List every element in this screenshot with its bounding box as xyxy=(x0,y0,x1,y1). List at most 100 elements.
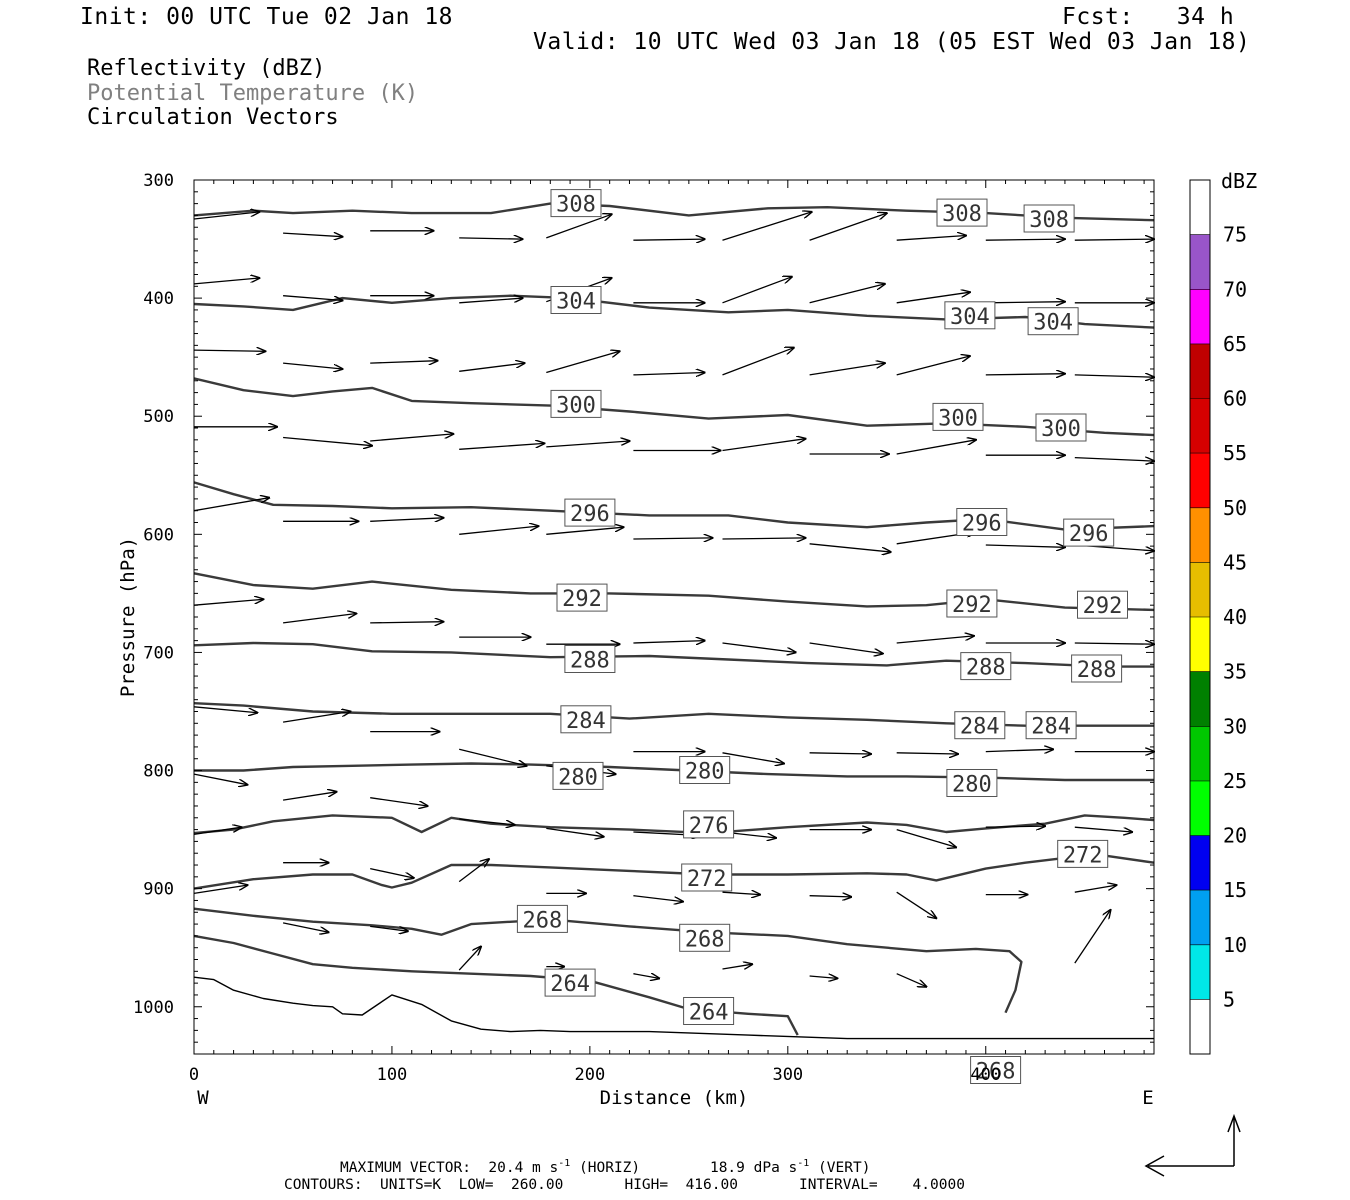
colorbar-label: 65 xyxy=(1223,332,1247,356)
circulation-vector xyxy=(370,797,427,806)
circulation-vector xyxy=(896,440,976,455)
circulation-vector xyxy=(459,363,524,372)
theta-contour-272 xyxy=(193,854,1155,890)
contour-label: 268 xyxy=(970,1056,1022,1085)
contour-label: 292 xyxy=(946,589,998,618)
circulation-vector xyxy=(985,545,1065,547)
circulation-vector xyxy=(722,277,792,304)
contour-label: 308 xyxy=(936,198,988,227)
x-left-end-label: W xyxy=(197,1087,209,1109)
contour-label-text: 288 xyxy=(570,649,610,674)
forecast-hour: Fcst: 34 h xyxy=(1062,4,1235,30)
contour-label-text: 284 xyxy=(1031,715,1071,740)
contour-label-text: 308 xyxy=(1029,208,1069,233)
theta-contour-292 xyxy=(193,572,1155,612)
circulation-vector xyxy=(370,361,437,363)
circulation-vector xyxy=(546,351,619,374)
circulation-vector xyxy=(546,214,611,239)
circulation-vector xyxy=(459,818,515,825)
circulation-vector xyxy=(283,614,356,624)
legend-reflectivity: Reflectivity (dBZ) xyxy=(87,56,326,81)
contour-label-text: 284 xyxy=(566,709,606,734)
circulation-vector xyxy=(896,973,927,987)
colorbar-label: 10 xyxy=(1223,933,1247,957)
contour-label-text: 280 xyxy=(685,760,725,785)
contour-label-text: 296 xyxy=(570,502,610,527)
colorbar-label: 60 xyxy=(1223,387,1247,411)
x-tick-label: 300 xyxy=(772,1065,803,1085)
contour-label-text: 288 xyxy=(1077,658,1117,683)
contour-label: 268 xyxy=(679,923,731,952)
contour-label: 292 xyxy=(556,583,608,612)
colorbar-cell xyxy=(1190,562,1210,617)
contour-label-text: 268 xyxy=(685,927,725,952)
x-right-end-label: E xyxy=(1142,1087,1153,1109)
circulation-vector xyxy=(1074,643,1154,644)
theta-contour-280 xyxy=(194,762,1154,782)
circulation-vector xyxy=(1074,239,1154,240)
contour-label-text: 272 xyxy=(687,867,727,892)
contour-label-text: 268 xyxy=(523,908,563,933)
contour-label: 272 xyxy=(1057,839,1109,868)
colorbar-cell xyxy=(1190,890,1210,945)
contour-label: 284 xyxy=(954,711,1006,740)
colorbar-cell xyxy=(1190,726,1210,781)
x-tick-label: 200 xyxy=(575,1065,606,1085)
contour-label-text: 300 xyxy=(556,393,596,418)
circulation-vector xyxy=(722,439,806,452)
reference-vector-icon xyxy=(1144,1113,1241,1177)
colorbar-unit: dBZ xyxy=(1221,169,1257,193)
circulation-vector xyxy=(809,363,885,376)
circulation-vector xyxy=(370,518,443,522)
contour-label: 288 xyxy=(1071,654,1123,683)
theta-contour-284 xyxy=(193,702,1154,727)
contour-label: 272 xyxy=(681,863,733,892)
circulation-vector xyxy=(633,538,712,539)
contour-label: 280 xyxy=(552,761,604,790)
theta-contour-296 xyxy=(193,481,1155,531)
circulation-vector xyxy=(283,295,342,301)
contour-label: 288 xyxy=(564,645,616,674)
theta-contour-268 xyxy=(193,907,1023,1014)
x-tick-label: 100 xyxy=(377,1065,408,1085)
colorbar-cell xyxy=(1190,780,1210,836)
circulation-vector xyxy=(985,374,1065,375)
colorbar-label: 45 xyxy=(1223,550,1247,574)
circulation-vector xyxy=(896,356,970,376)
x-tick-label: 400 xyxy=(970,1065,1001,1085)
circulation-vector xyxy=(809,543,891,552)
contour-label-text: 268 xyxy=(976,1060,1016,1085)
contour-label-text: 292 xyxy=(952,593,992,618)
circulation-vector xyxy=(193,599,263,606)
max-vector-note: MAXIMUM VECTOR: 20.4 m s-1 (HORIZ) 18.9 … xyxy=(340,1158,870,1176)
y-tick-label: 900 xyxy=(143,880,174,900)
y-tick-label: 700 xyxy=(143,643,174,663)
y-tick-label: 800 xyxy=(143,762,174,782)
contour-label: 284 xyxy=(560,705,612,734)
colorbar-label: 35 xyxy=(1223,660,1247,684)
contour-label: 304 xyxy=(944,301,996,330)
theta-contour-264 xyxy=(193,934,799,1036)
x-axis-label: Distance (km) xyxy=(600,1087,749,1109)
colorbar-label: 55 xyxy=(1223,441,1247,465)
circulation-vector xyxy=(809,213,887,241)
circulation-vector xyxy=(985,749,1053,751)
contour-label-text: 300 xyxy=(1041,417,1081,442)
contour-label: 284 xyxy=(1025,711,1077,740)
y-tick-label: 500 xyxy=(143,407,174,427)
contour-label: 296 xyxy=(1063,518,1115,547)
contour-label-text: 292 xyxy=(562,587,602,612)
contour-label: 308 xyxy=(550,189,602,218)
circulation-vector xyxy=(722,892,761,894)
valid-time: Valid: 10 UTC Wed 03 Jan 18 (05 EST Wed … xyxy=(533,29,1251,55)
y-tick-label: 300 xyxy=(143,171,174,191)
y-tick-label: 1000 xyxy=(133,998,174,1018)
contour-label-text: 296 xyxy=(962,512,1002,537)
colorbar-cell xyxy=(1190,944,1210,1000)
circulation-vector xyxy=(633,974,659,979)
circulation-vector xyxy=(985,239,1065,240)
contour-label-text: 276 xyxy=(689,814,729,839)
init-time: Init: 00 UTC Tue 02 Jan 18 xyxy=(80,4,454,30)
circulation-vector xyxy=(546,441,629,448)
circulation-vector xyxy=(546,827,603,836)
